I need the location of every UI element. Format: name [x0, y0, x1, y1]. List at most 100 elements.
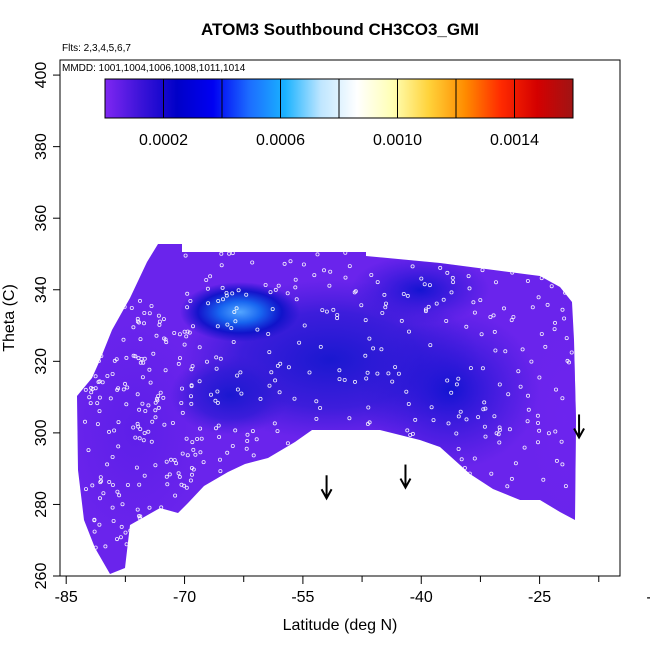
- sample-point: [423, 309, 428, 314]
- sample-point: [98, 475, 103, 480]
- sample-point: [97, 409, 102, 414]
- sample-point: [92, 518, 97, 523]
- sample-point: [363, 353, 368, 358]
- sample-point: [335, 312, 340, 317]
- sample-point: [405, 293, 410, 298]
- y-axis: 260 280 300 320 340 360 380 400: [33, 62, 60, 589]
- sample-point: [125, 482, 130, 487]
- sample-point: [328, 269, 333, 274]
- sample-point: [157, 322, 162, 327]
- sample-point: [513, 461, 518, 466]
- sample-point: [567, 360, 572, 365]
- sample-point: [375, 371, 380, 376]
- sample-point: [86, 448, 91, 453]
- sample-point: [481, 407, 486, 412]
- sample-point: [184, 436, 189, 441]
- sample-point: [217, 434, 222, 439]
- sample-point: [115, 489, 120, 494]
- sample-point: [445, 270, 450, 275]
- sample-point: [116, 420, 121, 425]
- sample-point: [182, 342, 187, 347]
- sample-point: [554, 387, 559, 392]
- sample-point: [493, 348, 498, 353]
- sample-point: [107, 479, 112, 484]
- sample-point: [314, 399, 319, 404]
- sample-point: [98, 496, 103, 501]
- sample-point: [156, 405, 161, 410]
- sample-point: [213, 398, 218, 403]
- sample-point: [198, 426, 203, 431]
- sample-point: [189, 367, 194, 372]
- sample-point: [135, 421, 140, 426]
- sample-point: [179, 482, 184, 487]
- sample-point: [153, 463, 158, 468]
- sample-point: [337, 377, 342, 382]
- sample-point: [507, 427, 512, 432]
- sample-point: [90, 483, 95, 488]
- sample-point: [138, 427, 143, 432]
- sample-point: [365, 370, 370, 375]
- sample-point: [419, 276, 424, 281]
- sample-point: [505, 484, 510, 489]
- sample-point: [343, 275, 348, 280]
- sample-point: [116, 386, 121, 391]
- sample-point: [375, 280, 380, 285]
- sample-point: [516, 369, 521, 374]
- sample-point: [97, 395, 102, 400]
- sample-point: [95, 401, 100, 406]
- sample-point: [135, 392, 140, 397]
- sample-point: [312, 273, 317, 278]
- sample-point: [197, 345, 202, 350]
- sample-point: [321, 268, 326, 273]
- sample-point: [245, 432, 250, 437]
- sample-point: [543, 344, 548, 349]
- sample-point: [379, 347, 384, 352]
- sample-point: [158, 390, 163, 395]
- sample-point: [173, 493, 178, 498]
- sample-point: [177, 474, 182, 479]
- sample-point: [525, 419, 530, 424]
- field-blob: [180, 282, 300, 342]
- sample-point: [479, 332, 484, 337]
- sample-point: [131, 425, 136, 430]
- sample-point: [88, 401, 93, 406]
- sample-point: [129, 305, 134, 310]
- sample-point: [164, 474, 169, 479]
- sample-point: [133, 435, 138, 440]
- sample-point: [390, 379, 395, 384]
- sample-point: [92, 529, 97, 534]
- colorbar-lines: [163, 79, 515, 118]
- sample-point: [142, 310, 147, 315]
- sample-point: [286, 365, 291, 370]
- sample-point: [216, 298, 221, 303]
- sample-point: [352, 379, 357, 384]
- sample-point: [564, 336, 569, 341]
- sample-point: [97, 522, 102, 527]
- sample-point: [215, 324, 220, 329]
- sample-point: [161, 317, 166, 322]
- sample-point: [89, 385, 94, 390]
- sample-point: [198, 450, 203, 455]
- sample-point: [140, 401, 145, 406]
- sample-point: [213, 426, 218, 431]
- sample-point: [536, 420, 541, 425]
- sample-point: [161, 395, 166, 400]
- sample-point: [459, 457, 464, 462]
- y-tick-label: 320: [33, 348, 50, 375]
- sample-point: [471, 300, 476, 305]
- sample-point: [89, 390, 94, 395]
- sample-point: [218, 469, 223, 474]
- sample-point: [87, 395, 92, 400]
- sample-point: [503, 349, 508, 354]
- sample-point: [105, 462, 110, 467]
- sample-point: [478, 298, 483, 303]
- sample-point: [467, 286, 472, 291]
- sample-point: [497, 440, 502, 445]
- sample-point: [458, 409, 463, 414]
- sample-point: [238, 370, 243, 375]
- sample-point: [352, 290, 357, 295]
- sample-point: [95, 422, 100, 427]
- sample-point: [125, 385, 130, 390]
- sample-point: [180, 451, 185, 456]
- sample-point: [205, 286, 210, 291]
